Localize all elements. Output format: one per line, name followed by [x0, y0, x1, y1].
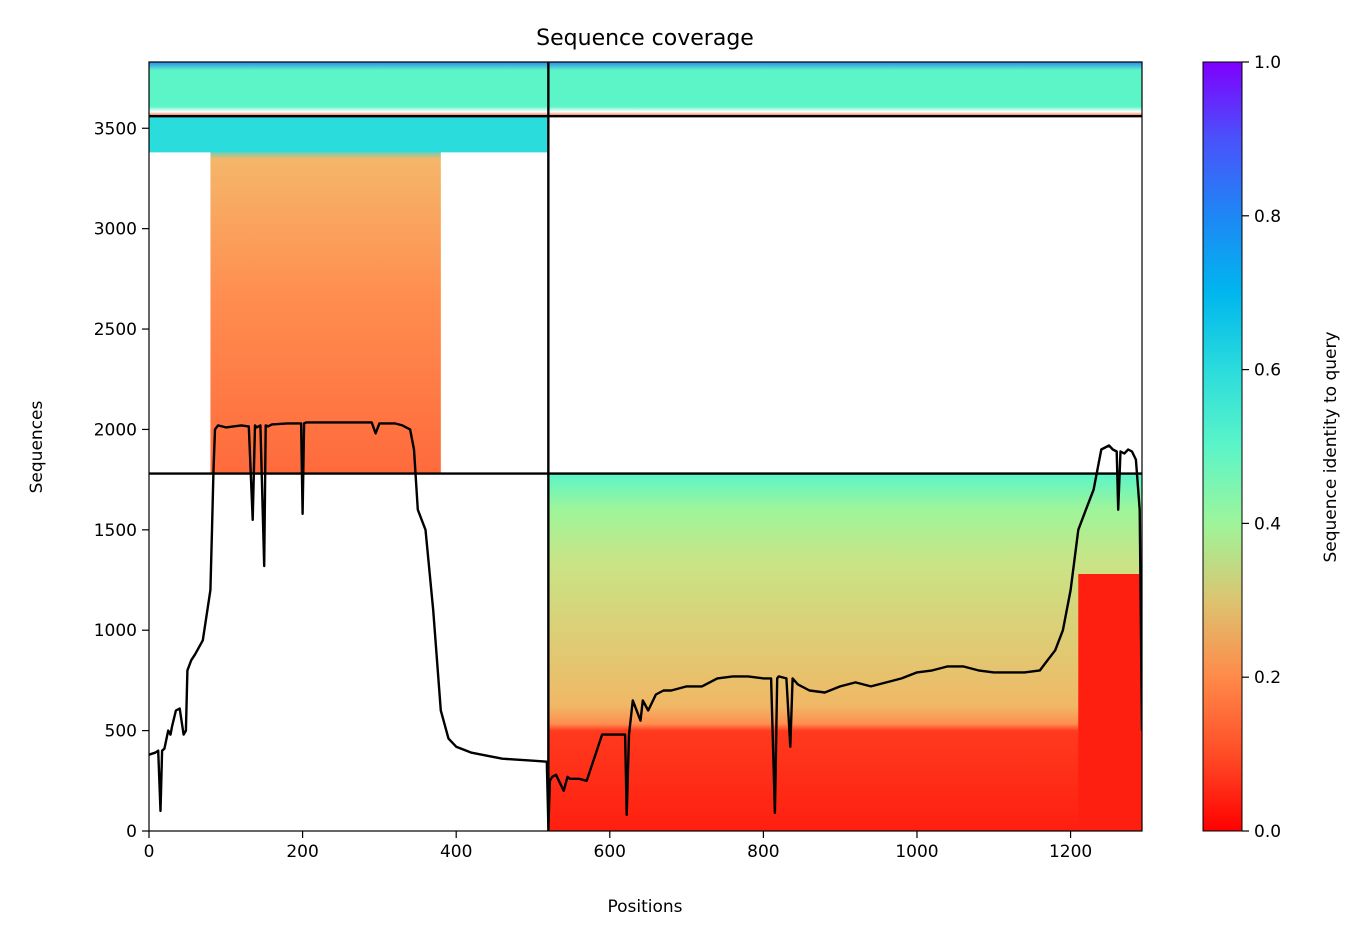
y-axis: 0 500 1000 1500 2000 2500 3000 3500: [94, 119, 149, 842]
x-axis: 0 200 400 600 800 1000 1200: [144, 831, 1092, 862]
colorbar-tick-label: 0.0: [1254, 822, 1281, 842]
colorbar-axis: 0.0 0.2 0.4 0.6 0.8 1.0: [1242, 53, 1281, 842]
colorbar: [1202, 61, 1243, 832]
coverage-block: [548, 62, 1142, 117]
x-tick-label: 1000: [895, 842, 938, 862]
x-tick-label: 0: [144, 842, 155, 862]
y-tick-label: 1500: [94, 521, 137, 541]
y-axis-label: Sequences: [27, 401, 47, 494]
coverage-block: [548, 473, 1142, 831]
chart-title: Sequence coverage: [536, 26, 754, 51]
x-axis-label: Positions: [607, 897, 682, 917]
colorbar-tick-label: 0.2: [1254, 668, 1281, 688]
y-tick-label: 2500: [94, 320, 137, 340]
y-tick-label: 3500: [94, 119, 137, 139]
coverage-block: [210, 116, 441, 474]
colorbar-tick-label: 1.0: [1254, 53, 1281, 73]
colorbar-label: Sequence identity to query: [1321, 331, 1341, 562]
coverage-line-layer: [149, 421, 1142, 829]
x-tick-label: 200: [286, 842, 318, 862]
y-tick-label: 2000: [94, 420, 137, 440]
x-tick-label: 600: [594, 842, 626, 862]
block-separators: [149, 62, 1142, 831]
y-tick-label: 500: [105, 722, 137, 742]
y-tick-label: 3000: [94, 220, 137, 240]
coverage-heatmap: [149, 62, 1142, 831]
coverage-block-band: [149, 116, 549, 153]
y-tick-label: 0: [126, 822, 137, 842]
x-tick-label: 1200: [1049, 842, 1092, 862]
colorbar-tick-label: 0.6: [1254, 361, 1281, 381]
plot-frame: [148, 61, 1143, 832]
x-tick-label: 400: [440, 842, 472, 862]
colorbar-tick-label: 0.4: [1254, 514, 1281, 534]
x-tick-label: 800: [747, 842, 779, 862]
coverage-block: [149, 62, 549, 117]
coverage-block-band: [1078, 573, 1142, 831]
coverage-line: [149, 421, 1142, 829]
y-tick-label: 1000: [94, 621, 137, 641]
colorbar-tick-label: 0.8: [1254, 207, 1281, 227]
